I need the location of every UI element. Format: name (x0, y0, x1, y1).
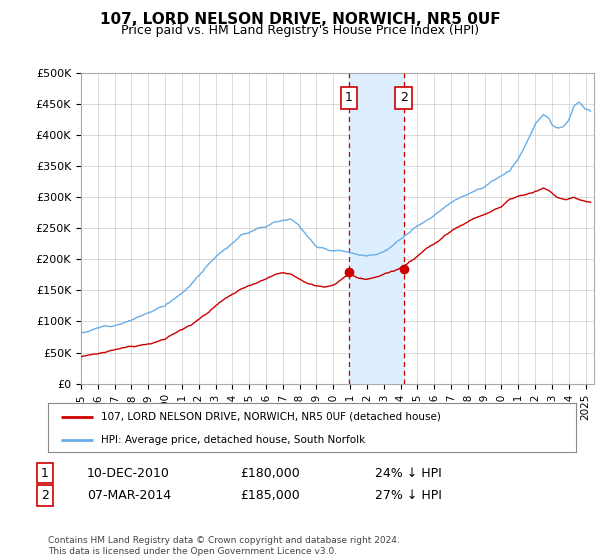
Text: HPI: Average price, detached house, South Norfolk: HPI: Average price, detached house, Sout… (101, 435, 365, 445)
Text: 10-DEC-2010: 10-DEC-2010 (87, 466, 170, 480)
Text: 107, LORD NELSON DRIVE, NORWICH, NR5 0UF (detached house): 107, LORD NELSON DRIVE, NORWICH, NR5 0UF… (101, 412, 440, 422)
Text: 1: 1 (345, 91, 353, 104)
Bar (349, 73, 404, 384)
Text: 107, LORD NELSON DRIVE, NORWICH, NR5 0UF: 107, LORD NELSON DRIVE, NORWICH, NR5 0UF (100, 12, 500, 27)
Text: Contains HM Land Registry data © Crown copyright and database right 2024.
This d: Contains HM Land Registry data © Crown c… (48, 536, 400, 556)
Text: £180,000: £180,000 (240, 466, 300, 480)
Text: 1: 1 (41, 466, 49, 480)
Text: 24% ↓ HPI: 24% ↓ HPI (375, 466, 442, 480)
Text: £185,000: £185,000 (240, 489, 300, 502)
Text: 2: 2 (41, 489, 49, 502)
Text: 2: 2 (400, 91, 407, 104)
Text: 07-MAR-2014: 07-MAR-2014 (87, 489, 171, 502)
Text: 27% ↓ HPI: 27% ↓ HPI (375, 489, 442, 502)
Text: Price paid vs. HM Land Registry's House Price Index (HPI): Price paid vs. HM Land Registry's House … (121, 24, 479, 36)
